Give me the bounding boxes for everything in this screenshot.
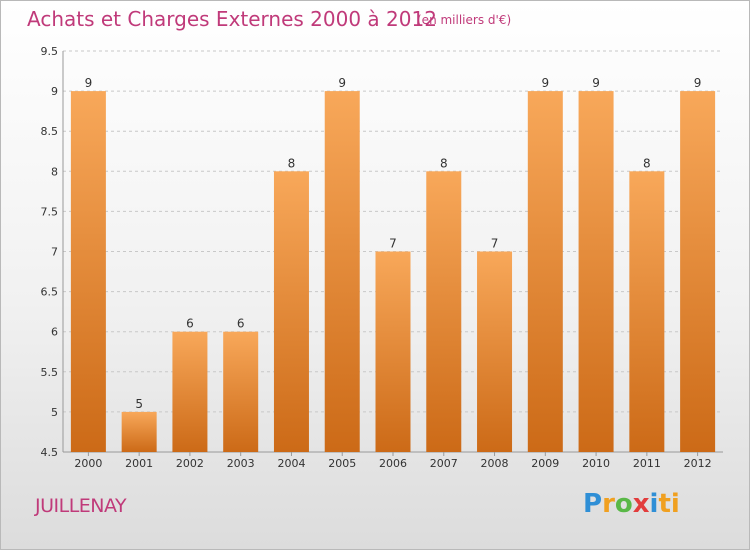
bar xyxy=(426,171,462,453)
y-tick-label: 6.5 xyxy=(41,286,59,299)
x-tick-label: 2004 xyxy=(277,457,305,470)
bar xyxy=(121,411,157,452)
x-tick-label: 2011 xyxy=(633,457,661,470)
bar xyxy=(477,251,513,452)
data-label: 7 xyxy=(491,237,499,251)
y-tick-label: 8.5 xyxy=(41,125,59,138)
data-label: 9 xyxy=(694,76,702,90)
logo-letter: ti xyxy=(658,489,680,519)
bar xyxy=(629,171,665,453)
x-tick-label: 2000 xyxy=(74,457,102,470)
bars xyxy=(70,91,716,453)
data-label: 9 xyxy=(541,76,549,90)
data-label: 8 xyxy=(288,156,296,170)
x-tick-label: 2001 xyxy=(125,457,153,470)
data-label: 8 xyxy=(643,156,651,170)
logo-letter: o xyxy=(614,489,633,519)
proxiti-logo: Proxiti xyxy=(583,489,680,519)
commune-name: JUILLENAY xyxy=(35,495,127,517)
x-tick-label: 2003 xyxy=(227,457,255,470)
bar xyxy=(578,91,614,452)
data-label: 7 xyxy=(389,237,397,251)
x-tick-label: 2005 xyxy=(328,457,356,470)
x-tick-label: 2006 xyxy=(379,457,407,470)
data-label: 6 xyxy=(186,317,194,331)
x-tick-label: 2009 xyxy=(531,457,559,470)
data-label: 6 xyxy=(237,317,245,331)
data-label: 9 xyxy=(85,76,93,90)
bar xyxy=(680,91,716,452)
bar xyxy=(273,171,309,453)
bar xyxy=(223,331,259,452)
bar xyxy=(70,91,106,452)
y-tick-label: 9 xyxy=(51,85,58,98)
logo-letter: i xyxy=(649,489,659,519)
y-tick-label: 5.5 xyxy=(41,366,59,379)
bar xyxy=(172,331,208,452)
data-label: 9 xyxy=(338,76,346,90)
data-label: 9 xyxy=(592,76,600,90)
x-tick-label: 2010 xyxy=(582,457,610,470)
labels: 4.5 5 5.5 6 6.5 7 7.5 8 8.5 9 9.5 2000 9 2001 5 2002 6 20… xyxy=(41,45,712,470)
y-tick-label: 5 xyxy=(51,406,58,419)
chart-title: Achats et Charges Externes 2000 à 2012 xyxy=(27,7,437,31)
data-label: 5 xyxy=(135,397,143,411)
bar xyxy=(375,251,411,452)
y-tick-label: 7.5 xyxy=(41,205,59,218)
y-tick-label: 6 xyxy=(51,326,58,339)
x-tick-label: 2007 xyxy=(430,457,458,470)
logo-letter: P xyxy=(583,489,603,519)
y-tick-label: 9.5 xyxy=(41,45,59,58)
bar xyxy=(527,91,563,452)
x-tick-label: 2008 xyxy=(481,457,509,470)
chart-unit: (en milliers d'€) xyxy=(417,13,512,27)
logo-letter: r xyxy=(602,489,615,519)
logo-letter: x xyxy=(632,489,650,519)
data-label: 8 xyxy=(440,156,448,170)
y-tick-label: 7 xyxy=(51,246,58,259)
y-tick-label: 4.5 xyxy=(41,446,59,459)
y-tick-label: 8 xyxy=(51,165,58,178)
x-tick-label: 2002 xyxy=(176,457,204,470)
x-tick-label: 2012 xyxy=(684,457,712,470)
bar xyxy=(324,91,360,452)
